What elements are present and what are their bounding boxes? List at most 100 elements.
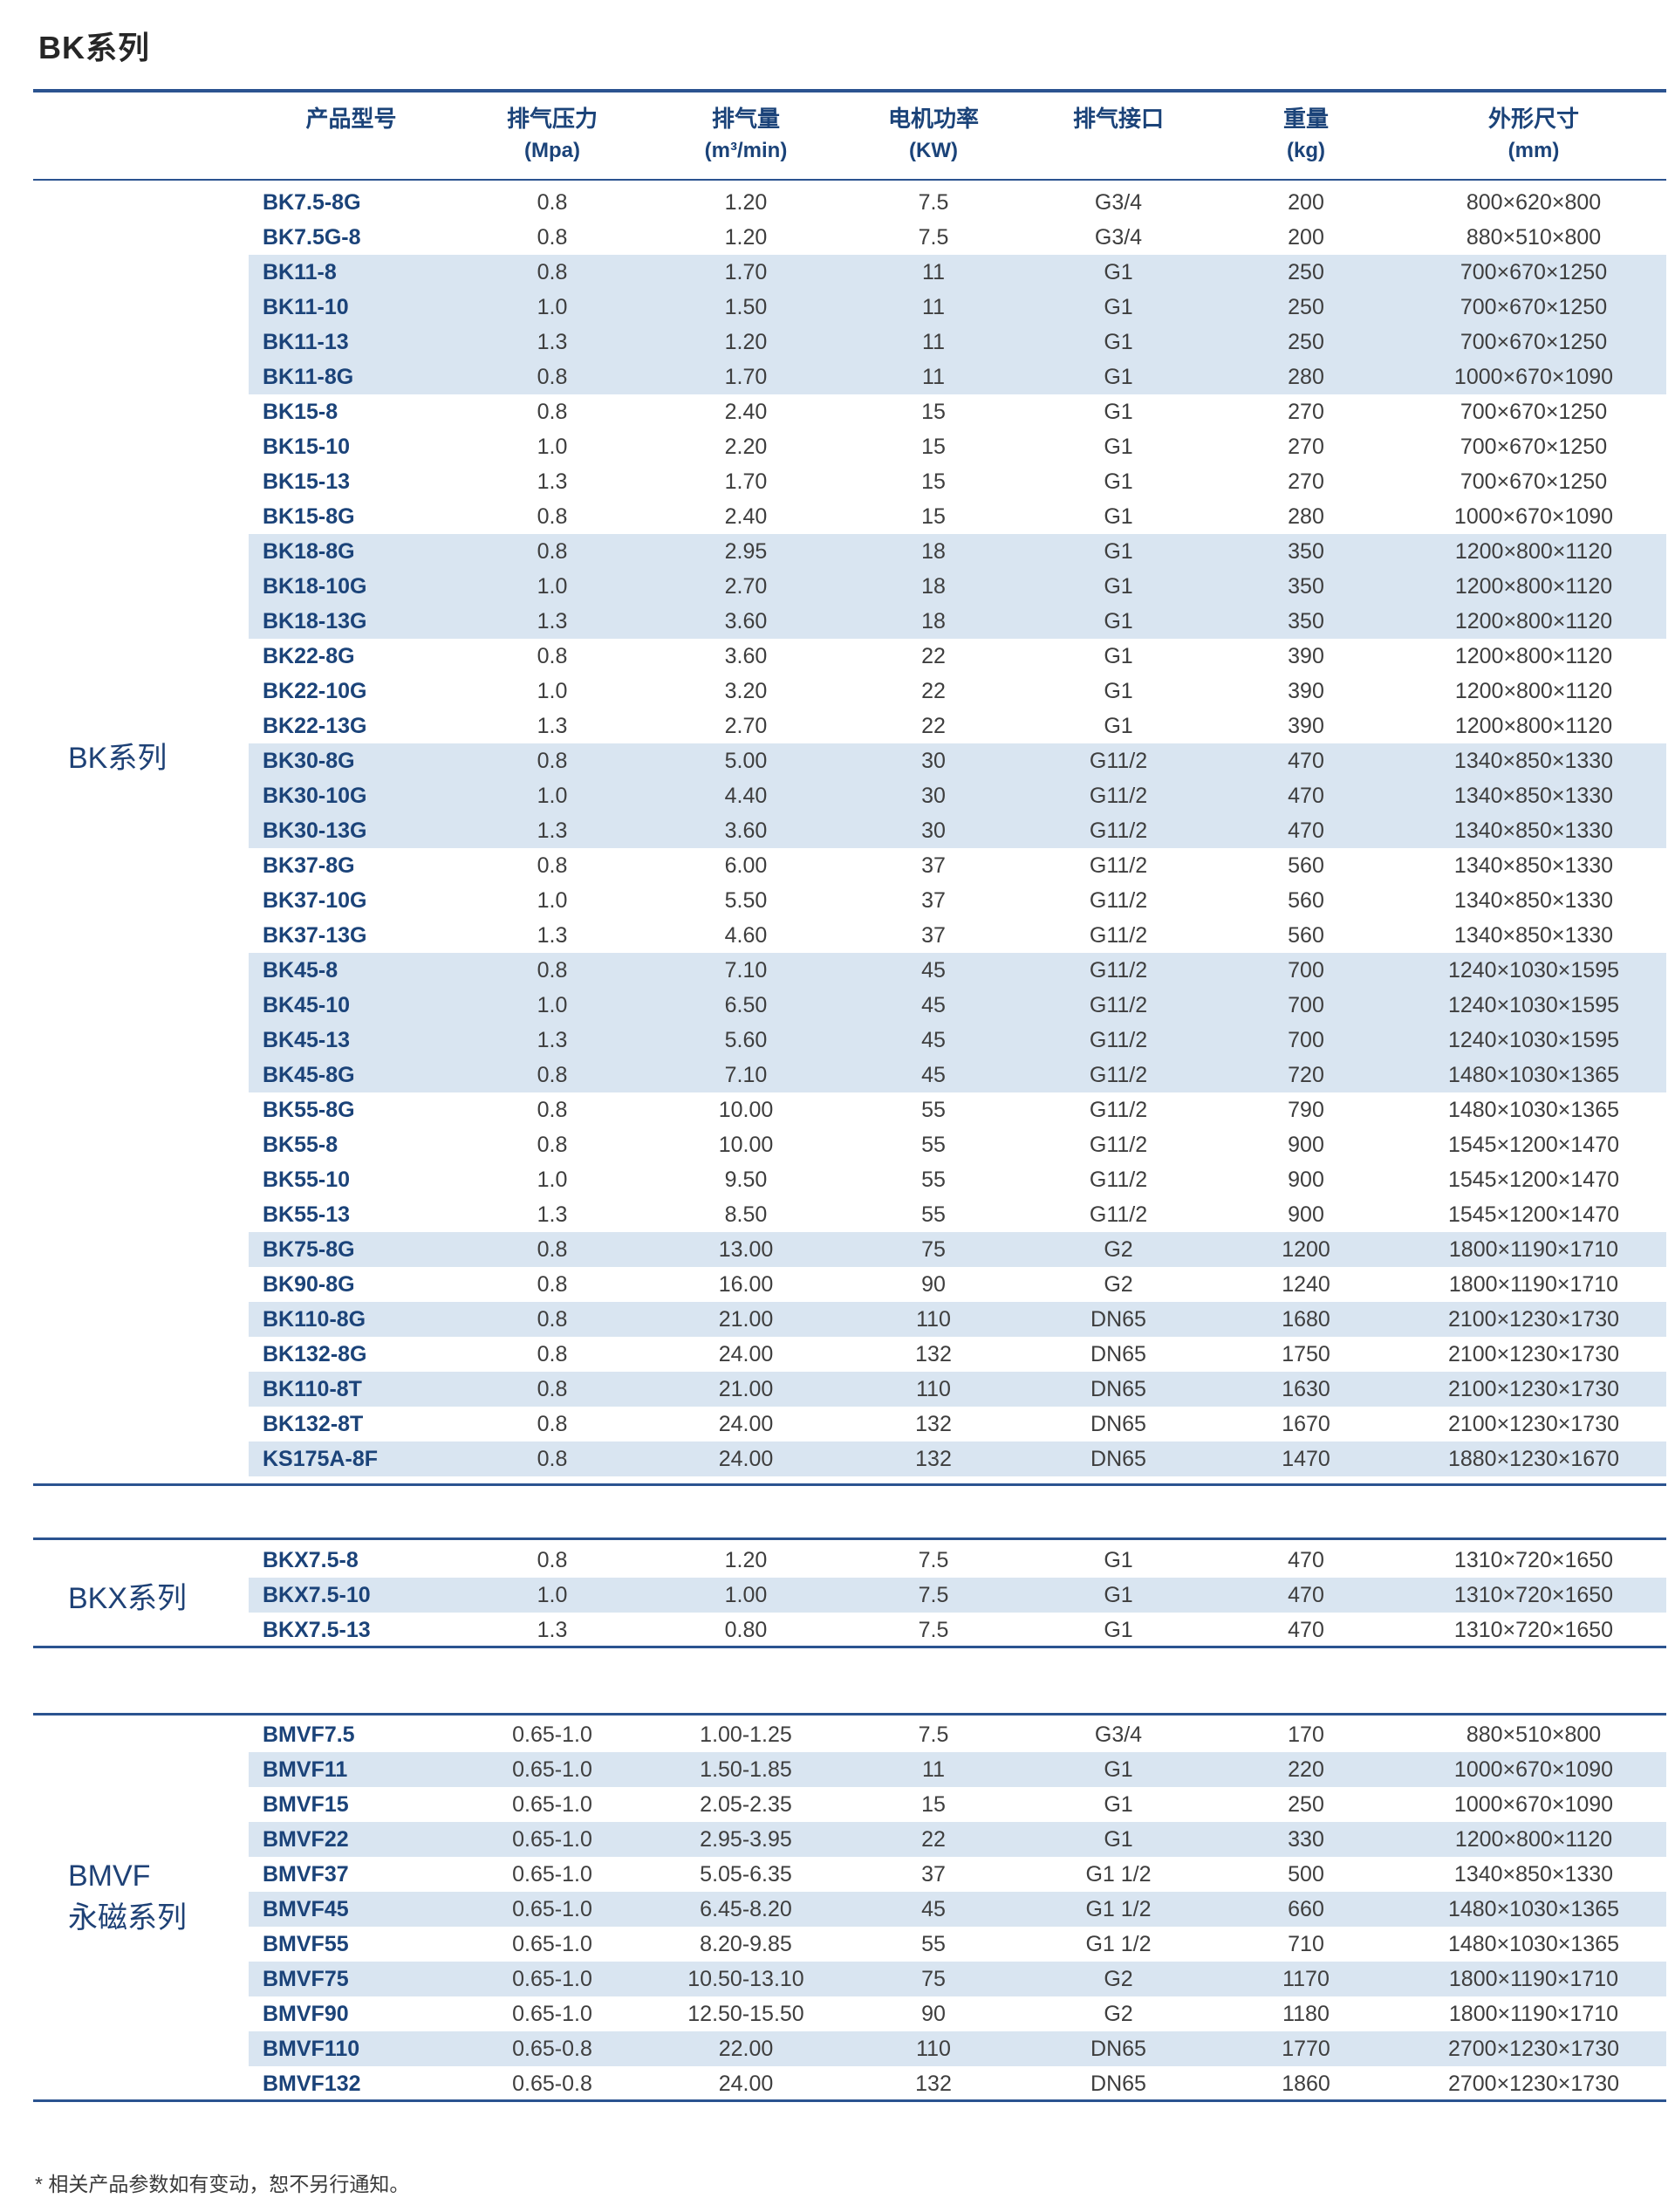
column-header-label: 排气压力 <box>506 106 598 132</box>
table-row: BK37-13G 1.3 4.60 37 G11/2 560 1340×850×1330 <box>249 918 1666 953</box>
cell-model: BK37-13G <box>263 922 367 948</box>
table-row: BK22-8G 0.8 3.60 22 G1 390 1200×800×1120 <box>249 639 1666 674</box>
column-header: 产品型号 <box>249 92 454 179</box>
cell-model: KS175A-8F <box>263 1446 378 1471</box>
table-row: BK55-13 1.3 8.50 55 G11/2 900 1545×1200×1470 <box>249 1197 1666 1232</box>
cell-power: 7.5 <box>918 1617 949 1642</box>
cell-port: G11/2 <box>1089 783 1148 808</box>
cell-size: 700×670×1250 <box>1460 259 1608 284</box>
cell-weight: 470 <box>1288 783 1324 808</box>
cell-flow: 1.20 <box>724 329 768 354</box>
cell-pressure: 0.8 <box>537 224 568 250</box>
cell-port: G1 <box>1104 469 1133 494</box>
cell-model: BK22-8G <box>263 643 355 668</box>
table-row: BMVF37 0.65-1.0 5.05-6.35 37 G1 1/2 500 1340×8… <box>249 1857 1666 1892</box>
divider-rule <box>33 1483 1666 1486</box>
cell-weight: 200 <box>1288 224 1324 250</box>
cell-power: 37 <box>921 853 946 878</box>
cell-weight: 250 <box>1288 259 1324 284</box>
cell-pressure: 0.8 <box>537 259 568 284</box>
cell-power: 7.5 <box>918 1547 949 1572</box>
table-row: BK90-8G 0.8 16.00 90 G2 1240 1800×1190×1710 <box>249 1267 1666 1302</box>
cell-power: 22 <box>921 678 946 703</box>
cell-size: 1480×1030×1365 <box>1447 1896 1620 1921</box>
cell-pressure: 1.3 <box>537 329 568 354</box>
cell-power: 15 <box>921 434 946 459</box>
cell-size: 1200×800×1120 <box>1454 608 1613 633</box>
cell-pressure: 1.3 <box>537 1617 568 1642</box>
cell-power: 132 <box>915 1341 952 1366</box>
cell-size: 1310×720×1650 <box>1453 1582 1614 1607</box>
cell-size: 800×620×800 <box>1466 189 1602 215</box>
cell-port: G1 <box>1104 1791 1133 1817</box>
cell-weight: 250 <box>1288 329 1324 354</box>
cell-model: BK55-10 <box>263 1167 351 1192</box>
cell-model: BK55-13 <box>263 1202 351 1227</box>
cell-size: 1800×1190×1710 <box>1448 2001 1619 2026</box>
cell-pressure: 1.0 <box>537 573 568 599</box>
divider-rule <box>33 1713 1666 1715</box>
cell-model: BK110-8T <box>263 1376 362 1401</box>
cell-weight: 1240 <box>1282 1271 1330 1297</box>
column-header: 排气接口 <box>1026 92 1211 179</box>
table-row: BMVF75 0.65-1.0 10.50-13.10 75 G2 1170 1800×11… <box>249 1962 1666 1996</box>
table-row: BK18-13G 1.3 3.60 18 G1 350 1200×800×1120 <box>249 604 1666 639</box>
cell-port: DN65 <box>1090 1306 1146 1332</box>
cell-pressure: 1.0 <box>537 294 568 319</box>
page-title: BK系列 <box>38 30 150 65</box>
cell-power: 22 <box>921 713 946 738</box>
cell-size: 1340×850×1330 <box>1453 922 1614 948</box>
cell-port: G11/2 <box>1089 1167 1148 1192</box>
cell-pressure: 0.8 <box>537 853 568 878</box>
cell-size: 1000×670×1090 <box>1453 503 1614 529</box>
cell-model: BKX7.5-8 <box>263 1547 359 1572</box>
table-row: BK15-10 1.0 2.20 15 G1 270 700×670×1250 <box>249 429 1666 464</box>
cell-size: 1200×800×1120 <box>1454 678 1613 703</box>
cell-power: 18 <box>921 608 946 633</box>
cell-model: BMVF110 <box>263 2036 360 2061</box>
cell-model: BK22-13G <box>263 713 367 738</box>
column-header-unit: (KW) <box>909 139 958 162</box>
cell-pressure: 0.8 <box>537 399 568 424</box>
cell-weight: 390 <box>1288 678 1324 703</box>
cell-weight: 900 <box>1288 1202 1324 1227</box>
cell-flow: 4.60 <box>724 922 768 948</box>
cell-pressure: 0.8 <box>537 1271 568 1297</box>
table-row: BKX7.5-13 1.3 0.80 7.5 G1 470 1310×720×1650 <box>249 1613 1666 1647</box>
column-header: 排气量 (m³/min) <box>651 92 841 179</box>
cell-size: 1340×850×1330 <box>1453 887 1614 913</box>
column-header-label: 排气接口 <box>1072 106 1164 132</box>
cell-size: 1200×800×1120 <box>1454 538 1613 564</box>
cell-model: BK45-13 <box>263 1027 351 1052</box>
cell-model: BMVF22 <box>263 1826 349 1852</box>
cell-size: 1800×1190×1710 <box>1448 1966 1619 1991</box>
cell-size: 880×510×800 <box>1466 1722 1602 1747</box>
cell-power: 7.5 <box>918 189 949 215</box>
cell-flow: 1.20 <box>724 189 768 215</box>
cell-power: 7.5 <box>918 1722 949 1747</box>
column-header: 排气压力 (Mpa) <box>454 92 651 179</box>
cell-weight: 900 <box>1288 1132 1324 1157</box>
cell-pressure: 0.8 <box>537 364 568 389</box>
cell-model: BK132-8G <box>263 1341 367 1366</box>
cell-model: BKX7.5-10 <box>263 1582 371 1607</box>
cell-flow: 0.80 <box>724 1617 768 1642</box>
cell-weight: 350 <box>1288 573 1324 599</box>
column-header: 外形尺寸 (mm) <box>1401 92 1666 179</box>
cell-port: G1 <box>1104 399 1133 424</box>
cell-pressure: 0.65-1.0 <box>512 1966 592 1991</box>
cell-model: BK55-8G <box>263 1097 355 1122</box>
cell-power: 90 <box>921 1271 946 1297</box>
cell-pressure: 0.8 <box>537 748 568 773</box>
cell-model: BK45-8 <box>263 957 338 983</box>
table-row: BK45-10 1.0 6.50 45 G11/2 700 1240×1030×1595 <box>249 988 1666 1023</box>
cell-port: G2 <box>1104 1966 1133 1991</box>
cell-port: G3/4 <box>1094 224 1143 250</box>
cell-pressure: 0.8 <box>537 1547 568 1572</box>
cell-flow: 24.00 <box>718 1341 774 1366</box>
table-header-row: 产品型号 排气压力 (Mpa) 排气量 (m³/min) 电机功率 (KW) 排气接口 重量 (k… <box>249 92 1666 179</box>
cell-power: 18 <box>921 573 946 599</box>
table-row: BK110-8G 0.8 21.00 110 DN65 1680 2100×1230×173… <box>249 1302 1666 1337</box>
cell-port: G11/2 <box>1089 922 1148 948</box>
cell-power: 37 <box>921 922 946 948</box>
